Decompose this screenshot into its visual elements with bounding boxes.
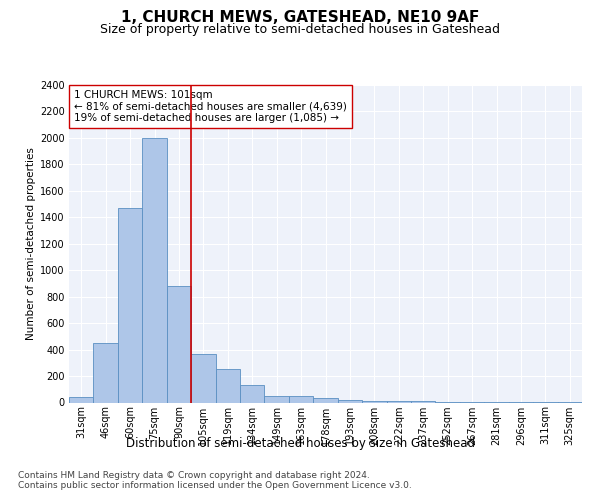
Text: Contains public sector information licensed under the Open Government Licence v3: Contains public sector information licen… (18, 481, 412, 490)
Text: Size of property relative to semi-detached houses in Gateshead: Size of property relative to semi-detach… (100, 22, 500, 36)
Bar (240, 386, 265, 402)
Bar (289, 396, 313, 402)
Bar (118, 208, 142, 402)
Bar (386, 401, 411, 402)
Bar (338, 400, 362, 402)
Bar (69, 397, 94, 402)
Bar (191, 354, 215, 403)
Bar (313, 398, 338, 402)
Text: 1 CHURCH MEWS: 101sqm
← 81% of semi-detached houses are smaller (4,639)
19% of s: 1 CHURCH MEWS: 101sqm ← 81% of semi-deta… (74, 90, 347, 123)
Bar (142, 138, 167, 402)
Bar (362, 400, 386, 402)
Text: Contains HM Land Registry data © Crown copyright and database right 2024.: Contains HM Land Registry data © Crown c… (18, 471, 370, 480)
Bar (265, 396, 289, 402)
Text: 1, CHURCH MEWS, GATESHEAD, NE10 9AF: 1, CHURCH MEWS, GATESHEAD, NE10 9AF (121, 10, 479, 25)
Bar (94, 343, 118, 402)
Bar (167, 286, 191, 403)
Y-axis label: Number of semi-detached properties: Number of semi-detached properties (26, 148, 36, 340)
Text: Distribution of semi-detached houses by size in Gateshead: Distribution of semi-detached houses by … (125, 438, 475, 450)
Bar (215, 369, 240, 402)
